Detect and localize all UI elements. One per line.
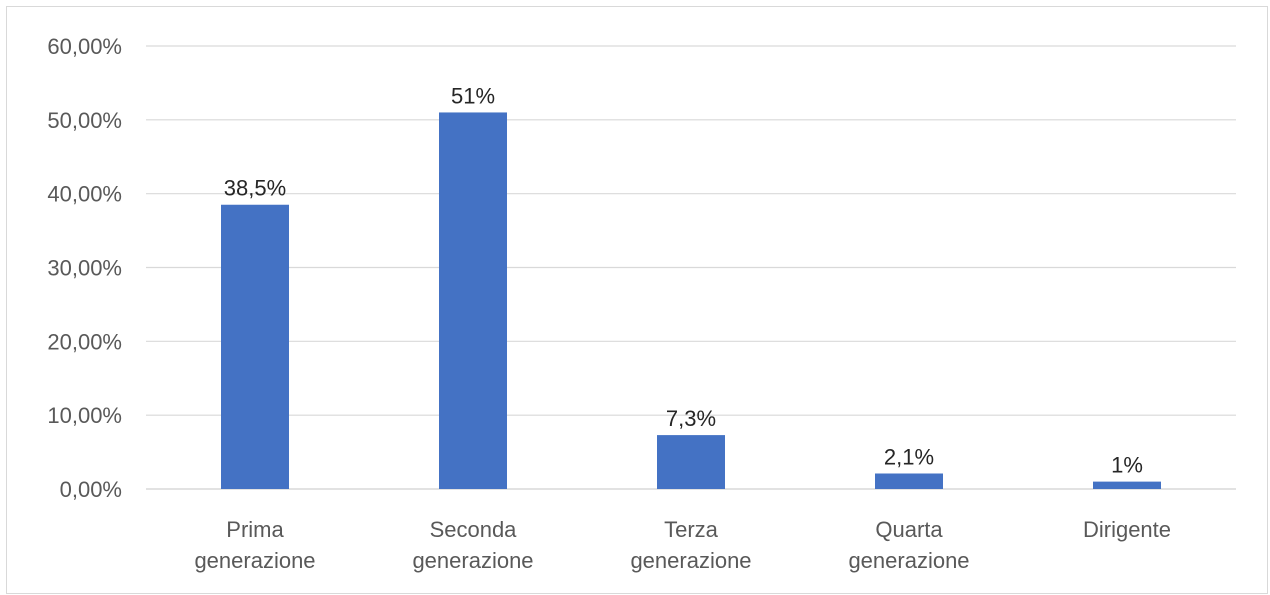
category-label: Seconda generazione: [412, 517, 533, 573]
data-label: 2,1%: [884, 444, 934, 469]
bars: [221, 112, 1161, 489]
data-labels: 38,5% 51% 7,3% 2,1% 1%: [224, 83, 1143, 477]
y-tick-label: 60,00%: [47, 34, 122, 59]
data-label: 38,5%: [224, 176, 286, 201]
bar: [221, 205, 289, 489]
y-tick-label: 10,00%: [47, 403, 122, 428]
bar: [1093, 482, 1161, 489]
bar: [657, 435, 725, 489]
category-label: Prima generazione: [194, 517, 315, 573]
y-tick-label: 0,00%: [60, 477, 122, 502]
category-label: Quarta generazione: [848, 517, 969, 573]
data-label: 1%: [1111, 453, 1143, 478]
y-tick-label: 30,00%: [47, 256, 122, 281]
y-axis-tick-labels: 0,00% 10,00% 20,00% 30,00% 40,00% 50,00% 60,00…: [47, 34, 122, 502]
data-label: 51%: [451, 83, 495, 108]
y-tick-label: 20,00%: [47, 329, 122, 354]
y-tick-label: 50,00%: [47, 108, 122, 133]
data-label: 7,3%: [666, 406, 716, 431]
x-axis-category-labels: Prima generazione Seconda generazione Terza g…: [194, 517, 1171, 573]
category-label: Dirigente: [1083, 517, 1171, 542]
bar: [875, 473, 943, 489]
category-label: Terza generazione: [630, 517, 751, 573]
y-tick-label: 40,00%: [47, 182, 122, 207]
bar: [439, 112, 507, 489]
